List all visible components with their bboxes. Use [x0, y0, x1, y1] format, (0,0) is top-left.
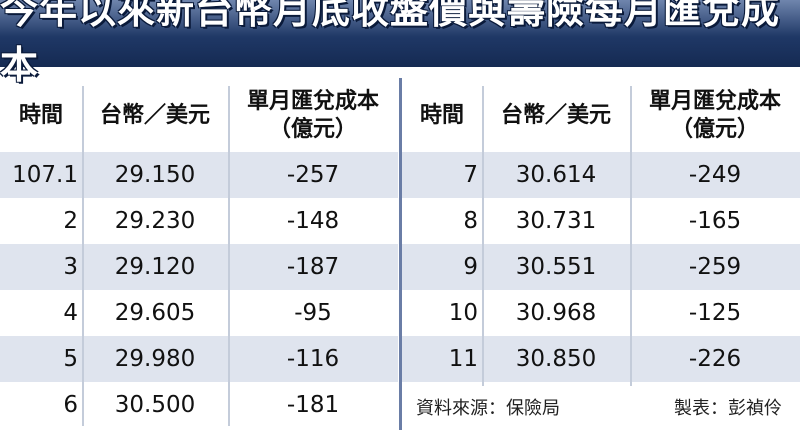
- cell-cost: -165: [688, 208, 742, 234]
- cell-cost: -181: [286, 392, 340, 418]
- center-divider: [399, 78, 402, 430]
- cell-cost: -249: [688, 162, 742, 188]
- title-bar: 今年以來新台幣月底收盤價與壽險每月匯兌成本: [0, 0, 800, 87]
- cell-cost: -259: [688, 254, 742, 280]
- table-right: 時間 台幣／美元 單月匯兌成本 （億元） 7 30.614 -249 8 30.731 -…: [402, 80, 800, 382]
- table-row: 8 30.731 -165: [402, 198, 800, 244]
- cell-cost: -116: [286, 346, 340, 372]
- cell-rate: 29.230: [114, 208, 196, 234]
- table-row: 3 29.120 -187: [0, 244, 398, 290]
- header-time: 時間: [402, 80, 482, 152]
- cell-rate: 30.968: [515, 300, 597, 326]
- cell-time: 2: [63, 208, 78, 234]
- cell-rate: 29.150: [114, 162, 196, 188]
- table-left: 時間 台幣／美元 單月匯兌成本 （億元） 107.1 29.150 -257 2 29.…: [0, 80, 398, 428]
- cell-rate: 30.551: [515, 254, 597, 280]
- cell-time: 5: [63, 346, 78, 372]
- cell-time: 8: [463, 208, 478, 234]
- table-row: 5 29.980 -116: [0, 336, 398, 382]
- cell-cost: -226: [688, 346, 742, 372]
- cell-time: 6: [63, 392, 78, 418]
- header-rate: 台幣／美元: [482, 80, 630, 152]
- header-time-label: 時間: [419, 103, 464, 128]
- cell-cost: -95: [294, 300, 332, 326]
- table-right-body: 7 30.614 -249 8 30.731 -165 9 30.551 -259 10 30.96…: [402, 152, 800, 382]
- footer-credits: 資料來源：保險局 製表：彭禎伶: [402, 390, 800, 424]
- cell-cost: -125: [688, 300, 742, 326]
- header-cost: 單月匯兌成本 （億元）: [630, 80, 800, 152]
- cell-time: 3: [63, 254, 78, 280]
- column-separator: [630, 86, 632, 386]
- table-row: 107.1 29.150 -257: [0, 152, 398, 198]
- cell-time: 10: [448, 300, 478, 326]
- table-row: 2 29.230 -148: [0, 198, 398, 244]
- header-rate-label: 台幣／美元: [500, 103, 611, 128]
- table-row: 9 30.551 -259: [402, 244, 800, 290]
- cell-rate: 30.500: [114, 392, 196, 418]
- cell-cost: -148: [286, 208, 340, 234]
- header-time: 時間: [0, 80, 82, 152]
- cell-rate: 29.605: [114, 300, 196, 326]
- table-left-header: 時間 台幣／美元 單月匯兌成本 （億元）: [0, 80, 398, 152]
- cell-time: 9: [463, 254, 478, 280]
- column-separator: [228, 86, 230, 426]
- table-row: 11 30.850 -226: [402, 336, 800, 382]
- table-right-header: 時間 台幣／美元 單月匯兌成本 （億元）: [402, 80, 800, 152]
- cell-rate: 29.980: [114, 346, 196, 372]
- author-note: 製表：彭禎伶: [674, 398, 782, 419]
- table-left-body: 107.1 29.150 -257 2 29.230 -148 3 29.120 -187 4 29…: [0, 152, 398, 428]
- header-rate-label: 台幣／美元: [99, 103, 210, 128]
- header-cost-label: 單月匯兌成本: [648, 89, 781, 114]
- header-cost-unit: （億元）: [670, 117, 759, 142]
- page-title: 今年以來新台幣月底收盤價與壽險每月匯兌成本: [0, 0, 781, 87]
- header-time-label: 時間: [18, 103, 63, 128]
- header-cost: 單月匯兌成本 （億元）: [228, 80, 398, 152]
- cell-rate: 30.731: [515, 208, 597, 234]
- cell-rate: 30.850: [515, 346, 597, 372]
- header-rate: 台幣／美元: [82, 80, 228, 152]
- cell-rate: 29.120: [114, 254, 196, 280]
- table-row: 6 30.500 -181: [0, 382, 398, 428]
- header-cost-label: 單月匯兌成本: [246, 89, 379, 114]
- cell-time: 107.1: [12, 162, 78, 188]
- column-separator: [82, 86, 84, 426]
- header-cost-unit: （億元）: [268, 117, 357, 142]
- source-note: 資料來源：保險局: [416, 398, 560, 419]
- table-row: 7 30.614 -249: [402, 152, 800, 198]
- cell-time: 7: [463, 162, 478, 188]
- column-separator: [482, 86, 484, 386]
- cell-cost: -257: [286, 162, 340, 188]
- cell-time: 11: [448, 346, 478, 372]
- cell-cost: -187: [286, 254, 340, 280]
- table-row: 4 29.605 -95: [0, 290, 398, 336]
- cell-rate: 30.614: [515, 162, 597, 188]
- cell-time: 4: [63, 300, 78, 326]
- table-row: 10 30.968 -125: [402, 290, 800, 336]
